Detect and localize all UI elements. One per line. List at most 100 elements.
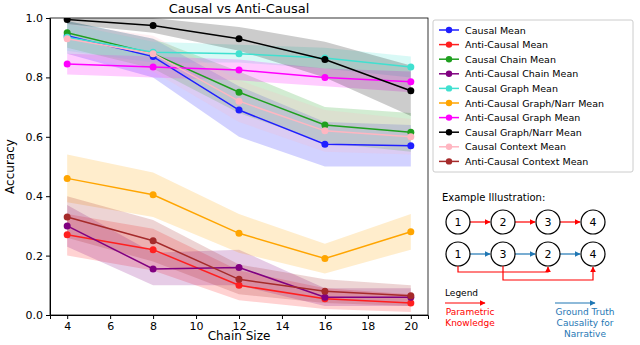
y-tick-label: 1.0 [26,12,44,25]
edge [470,221,490,222]
node [491,242,515,266]
point [407,228,414,235]
series-line [67,217,411,296]
node-label: 4 [590,248,597,261]
x-tick-mark [325,315,326,319]
node-label: 4 [590,216,597,229]
y-tick-mark [46,256,50,257]
y-tick: 0.6 [26,131,51,144]
y-tick: 0.4 [26,190,51,203]
illustration-title: Example Illustration: [442,192,545,203]
legend-label: Anti-Causal Mean [465,39,548,50]
point [321,56,328,63]
node [536,242,560,266]
point [64,35,71,42]
point [321,141,328,148]
legend-box [433,20,633,172]
legend-marker [446,56,452,62]
illustration-legend-label: Narrative [564,329,606,339]
point [236,264,243,271]
edge [560,221,580,222]
illustration-legend-label: Parametric [446,307,495,317]
legend-marker [446,41,452,47]
illustration-legend-label: Ground Truth [556,307,615,317]
y-axis: 0.00.20.40.60.81.0 [26,12,51,322]
illustration-legend-label: Causality for [557,318,614,328]
node-label: 2 [500,216,507,229]
y-tick-label: 0.6 [26,131,44,144]
point [150,191,157,198]
x-tick-label: 14 [275,320,289,333]
point [150,50,157,57]
plot-area [64,18,415,312]
y-tick: 0.8 [26,71,51,84]
legend-marker [446,71,452,77]
series-line [67,19,411,90]
point [321,255,328,262]
x-tick-mark [196,315,197,319]
chart: 4681012141618200.00.20.40.60.81.0Causal … [0,0,640,345]
x-tick-label: 16 [318,320,332,333]
point [236,98,243,105]
illustration: Example Illustration: 1 2 3 4 1 3 2 4 Legend Param… [442,192,614,339]
node [536,210,560,234]
node-label: 3 [500,248,507,261]
legend-marker [446,158,452,164]
illustration-legend-title: Legend [445,288,478,298]
point [236,35,243,42]
point [407,78,414,85]
y-axis-title: Accuracy [3,139,17,194]
x-tick-mark [239,315,240,319]
node [581,210,605,234]
parametric-link [503,266,593,280]
node-label: 1 [455,248,462,261]
node-label: 2 [545,248,552,261]
error-band [67,196,411,306]
legend-label: Anti-Causal Graph Mean [465,112,580,123]
x-tick-mark [153,315,154,319]
edge [560,253,580,254]
error-band [67,24,411,155]
x-tick-mark [282,315,283,319]
point [150,246,157,253]
edge [515,221,535,222]
y-axis-line [46,19,51,316]
point [236,89,243,96]
series-line [67,64,411,82]
point [236,66,243,73]
legend-label: Anti-Causal Graph/Narr Mean [465,98,604,109]
x-tick-label: 8 [150,320,157,333]
legend-label: Causal Context Mean [465,141,566,152]
y-tick: 0.0 [26,309,51,322]
point [64,61,71,68]
point [236,50,243,57]
illustration-legend-label: Knowledge [445,318,495,328]
x-axis-title: Chain Size [208,329,271,343]
series-line [67,39,411,137]
node [491,210,515,234]
x-tick-mark [411,315,412,319]
node-label: 3 [545,216,552,229]
point [236,230,243,237]
point [407,87,414,94]
node [446,210,470,234]
point [236,276,243,283]
x-tick-label: 20 [404,320,418,333]
node-label: 1 [455,216,462,229]
point [150,265,157,272]
point [150,237,157,244]
legend: Causal MeanAnti-Causal MeanCausal Chain … [433,20,633,172]
illustration-legend-arrow [445,302,485,303]
series-line [67,178,411,258]
edge [515,253,535,254]
edge [470,253,490,254]
x-tick-mark [67,315,68,319]
x-tick-label: 4 [64,320,71,333]
point [321,127,328,134]
point [321,288,328,295]
x-tick: 4 [64,315,71,333]
y-tick-label: 0.4 [26,190,44,203]
y-tick-mark [46,315,50,316]
legend-marker [446,114,452,120]
legend-label: Causal Chain Mean [465,54,556,65]
